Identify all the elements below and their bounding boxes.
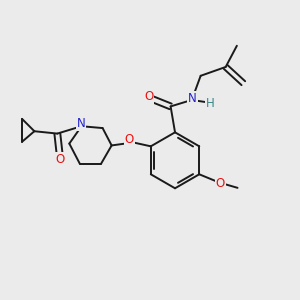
Text: N: N — [188, 92, 197, 105]
Text: O: O — [215, 177, 225, 190]
Text: O: O — [144, 90, 153, 103]
Text: O: O — [125, 133, 134, 146]
Text: O: O — [56, 153, 65, 166]
Text: H: H — [206, 97, 215, 110]
Text: N: N — [76, 117, 85, 130]
